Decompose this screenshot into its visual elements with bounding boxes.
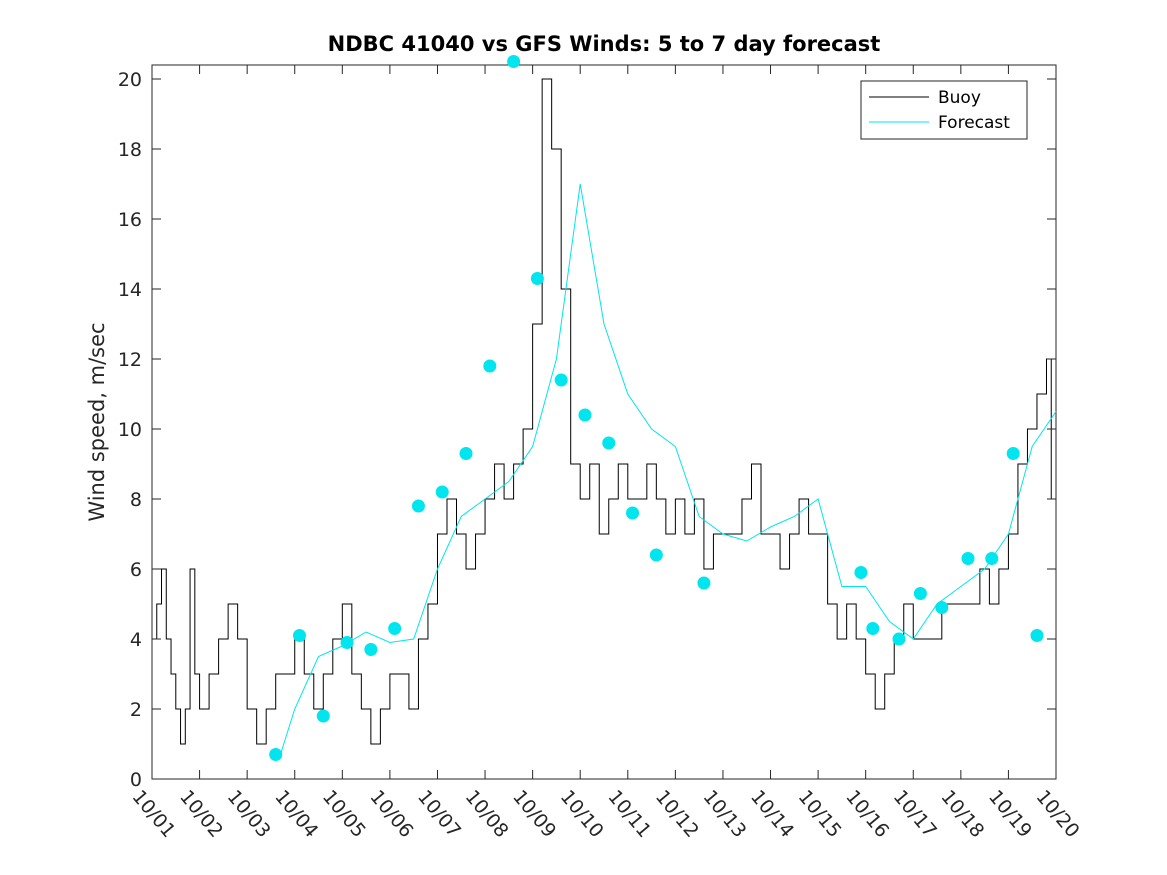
forecast-start-marker xyxy=(388,622,402,635)
forecast-start-marker xyxy=(854,566,868,579)
forecast-start-marker xyxy=(1030,629,1044,642)
plot-area xyxy=(151,64,1057,780)
y-tick-label: 16 xyxy=(118,209,142,231)
buoy-series xyxy=(151,78,1052,745)
forecast-start-marker xyxy=(507,55,521,68)
forecast-start-marker xyxy=(697,576,711,590)
forecast-start-marker xyxy=(1006,447,1020,460)
forecast-start-marker xyxy=(649,548,663,562)
y-tick-label: 14 xyxy=(118,279,142,301)
forecast-start-marker xyxy=(892,632,906,646)
forecast-start-marker xyxy=(483,359,497,373)
y-tick-label: 20 xyxy=(118,69,142,91)
forecast-start-marker xyxy=(364,643,378,656)
y-tick-label: 10 xyxy=(118,419,142,441)
forecast-start-marker xyxy=(626,506,640,520)
legend-buoy-label: Buoy xyxy=(938,88,981,108)
legend: Buoy Forecast xyxy=(860,80,1028,140)
legend-forecast-label: Forecast xyxy=(938,113,1010,133)
forecast-start-marker xyxy=(935,601,949,614)
forecast-start-marker xyxy=(578,408,592,422)
y-tick-label: 18 xyxy=(118,139,142,161)
forecast-start-marker xyxy=(913,587,927,600)
y-tick-label: 6 xyxy=(130,559,142,581)
forecast-start-marker xyxy=(530,272,544,285)
chart-title: NDBC 41040 vs GFS Winds: 5 to 7 day fore… xyxy=(328,32,881,56)
forecast-start-marker xyxy=(316,709,330,723)
y-tick-label: 12 xyxy=(118,349,142,371)
forecast-line xyxy=(279,183,1057,755)
forecast-start-marker xyxy=(961,552,975,565)
forecast-start-marker xyxy=(340,636,354,649)
y-tick-label: 0 xyxy=(130,769,142,791)
forecast-start-marker xyxy=(554,373,568,387)
y-tick-label: 4 xyxy=(130,629,142,651)
forecast-start-marker xyxy=(411,499,425,513)
forecast-start-marker xyxy=(269,748,283,761)
forecast-start-marker xyxy=(435,485,449,499)
legend-box xyxy=(860,80,1028,140)
y-axis-label: Wind speed, m/sec xyxy=(85,322,109,521)
forecast-start-marker xyxy=(985,552,999,565)
y-tick-label: 8 xyxy=(130,489,142,511)
forecast-start-marker xyxy=(602,436,616,450)
forecast-start-marker xyxy=(459,447,473,460)
y-tick-label: 2 xyxy=(130,699,142,721)
forecast-start-marker xyxy=(292,629,306,642)
forecast-markers xyxy=(269,55,1044,761)
forecast-start-marker xyxy=(866,622,880,635)
